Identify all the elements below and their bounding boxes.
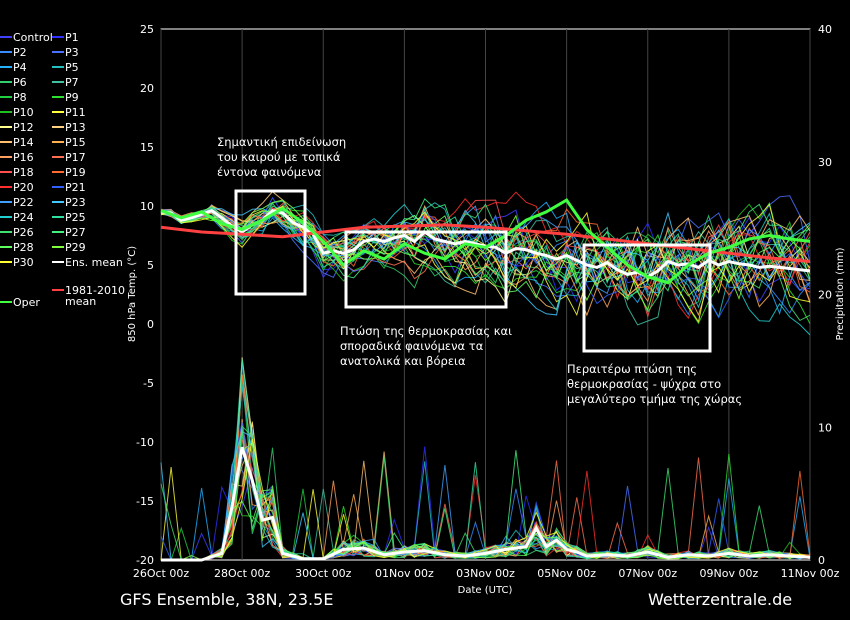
legend-label: P3	[65, 46, 79, 59]
legend-label: P21	[65, 181, 86, 194]
legend-label: P18	[13, 166, 34, 179]
annotation-text: ανατολικά και βόρεια	[340, 354, 466, 368]
y-tick-label: -5	[143, 377, 154, 390]
legend-label: P14	[13, 136, 34, 149]
precip-mean-line	[161, 446, 811, 562]
x-tick-label: 09Nov 00z	[700, 567, 759, 580]
legend-label: P27	[65, 226, 86, 239]
legend-label: P22	[13, 196, 34, 209]
x-tick-label: 05Nov 00z	[537, 567, 596, 580]
y-tick-label: 15	[140, 141, 154, 154]
legend-label: Control	[13, 31, 53, 44]
main-series	[160, 198, 811, 562]
series-line-oper	[160, 198, 811, 285]
legend-label: Ens. mean	[65, 256, 123, 269]
legend-label: P28	[13, 241, 34, 254]
y-tick-label: 5	[147, 259, 154, 272]
legend-label: P24	[13, 211, 34, 224]
x-tick-label: 11Nov 00z	[781, 567, 840, 580]
y-tick-label: -10	[136, 436, 154, 449]
legend-label: P19	[65, 166, 86, 179]
legend-label: P11	[65, 106, 86, 119]
y2-tick-label: 0	[818, 554, 825, 567]
x-axis-label: Date (UTC)	[458, 585, 513, 596]
y-tick-label: 10	[140, 200, 154, 213]
y-tick-label: -20	[136, 554, 154, 567]
legend-label: P23	[65, 196, 86, 209]
legend-label: P4	[13, 61, 27, 74]
x-tick-label: 01Nov 00z	[375, 567, 434, 580]
y-tick-label: 0	[147, 318, 154, 331]
legend-label: P20	[13, 181, 34, 194]
y2-axis-label: Precipitation (mm)	[835, 247, 846, 340]
member-precip-line	[161, 438, 811, 561]
member-precip-line	[161, 428, 811, 561]
member-temp-line	[160, 191, 811, 293]
y2-tick-label: 30	[818, 156, 832, 169]
annotation-box	[344, 230, 508, 309]
y2-tick-label: 20	[818, 289, 832, 302]
legend-label: P6	[13, 76, 27, 89]
member-temp-line	[160, 200, 811, 326]
legend-label: P29	[65, 241, 86, 254]
annotation-text: Περαιτέρω πτώση της	[567, 362, 697, 376]
legend-label: 1981-2010	[65, 284, 125, 297]
annotation-text: σποραδικά φαινόμενα τα	[340, 339, 484, 353]
annotation-text: Σημαντική επιδείνωση	[217, 135, 346, 149]
legend-label: P10	[13, 106, 34, 119]
annotation-text: Πτώση της θερμοκρασίας και	[340, 324, 512, 338]
legend-label: P25	[65, 211, 86, 224]
annotation-text: θερμοκρασίας - ψύχρα στο	[567, 377, 721, 391]
legend-label: P16	[13, 151, 34, 164]
axis-ticks: 26Oct 00z 28Oct 00z 30Oct 00z 01Nov 00z 03No…	[133, 23, 840, 580]
legend-label: P8	[13, 91, 27, 104]
series-line-1981-2010-mean	[160, 223, 811, 263]
y2-tick-label: 40	[818, 23, 832, 36]
annotation-text: του καιρού με τοπικά	[217, 150, 341, 164]
footer-model-info: GFS Ensemble, 38N, 23.5E	[120, 590, 333, 609]
x-tick-label: 07Nov 00z	[618, 567, 677, 580]
legend-label: P30	[13, 256, 34, 269]
x-tick-label: 28Oct 00z	[214, 567, 271, 580]
legend-label: Oper	[13, 296, 40, 309]
annotation-box	[582, 243, 712, 353]
y-axis-label: 850 hPa Temp. (°C)	[127, 246, 138, 342]
y2-tick-label: 10	[818, 421, 832, 434]
precipitation-members	[160, 357, 811, 561]
chart-title: Athens (GR) 850 hPa Temp. & Precipitatio…	[139, 2, 731, 22]
legend-label: P9	[65, 91, 79, 104]
member-temp-line	[160, 205, 811, 305]
legend-label: P26	[13, 226, 34, 239]
x-tick-label: 03Nov 00z	[456, 567, 515, 580]
legend-label: P17	[65, 151, 86, 164]
annotation-text: μεγαλύτερο τμήμα της χώρας	[567, 392, 742, 406]
y-tick-label: -15	[136, 495, 154, 508]
legend-label: mean	[65, 295, 96, 308]
member-temp-line	[160, 205, 811, 299]
x-tick-label: 30Oct 00z	[295, 567, 352, 580]
legend: Control P1 P2 P3 P4 P5 P6 P7 P8 P9 P10 P11 P12 P13 P14…	[0, 31, 125, 309]
legend-label: P15	[65, 136, 86, 149]
y-tick-label: 25	[140, 23, 154, 36]
legend-label: P12	[13, 121, 34, 134]
x-tick-label: 26Oct 00z	[133, 567, 190, 580]
legend-label: P2	[13, 46, 27, 59]
y-tick-label: 20	[140, 82, 154, 95]
legend-label: P7	[65, 76, 79, 89]
legend-label: P1	[65, 31, 79, 44]
legend-label: P13	[65, 121, 86, 134]
annotation-box	[234, 189, 307, 296]
annotation-text: έντονα φαινόμενα	[217, 165, 322, 179]
footer-source: Wetterzentrale.de	[648, 590, 792, 609]
legend-label: P5	[65, 61, 79, 74]
member-temp-line	[160, 199, 811, 311]
